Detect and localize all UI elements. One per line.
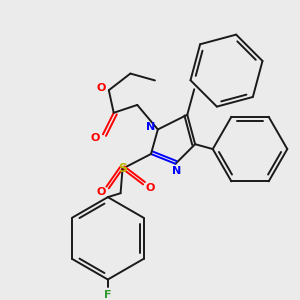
Text: O: O bbox=[145, 183, 155, 193]
Text: N: N bbox=[172, 166, 181, 176]
Text: N: N bbox=[146, 122, 156, 133]
Text: F: F bbox=[104, 290, 112, 300]
Text: S: S bbox=[118, 162, 127, 175]
Text: O: O bbox=[96, 187, 106, 197]
Text: O: O bbox=[90, 133, 100, 143]
Text: O: O bbox=[96, 83, 106, 93]
